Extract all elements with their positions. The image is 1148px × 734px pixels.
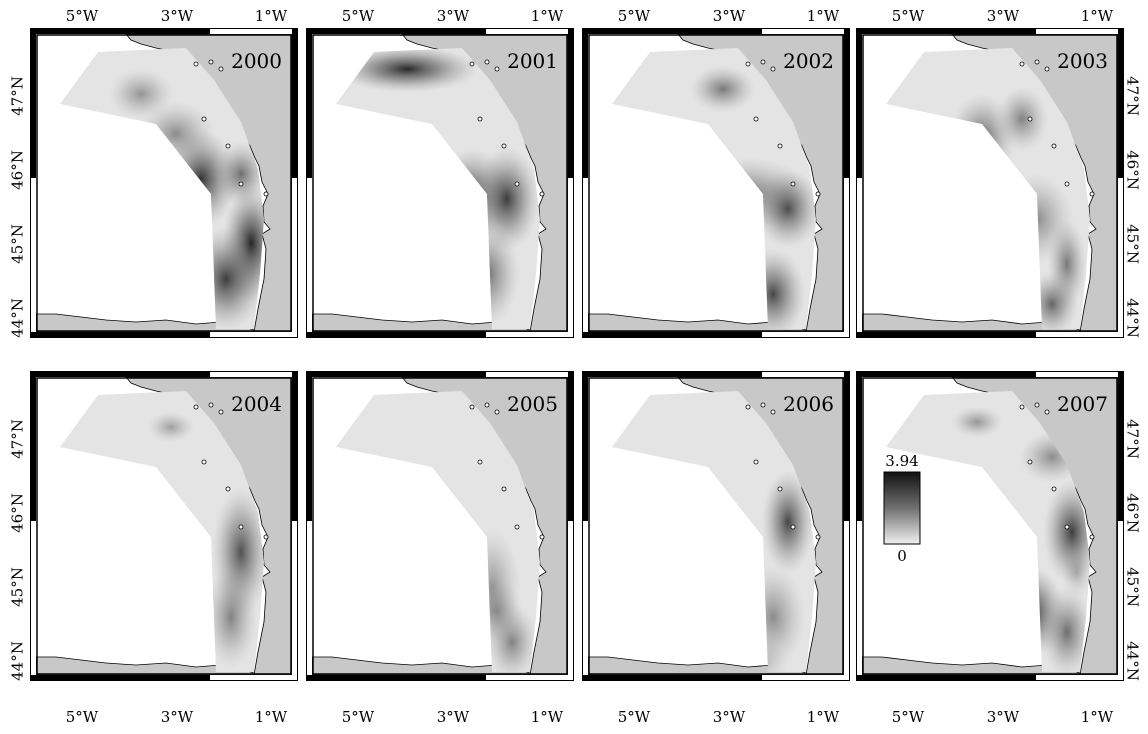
axis-tick-label: 5°W bbox=[65, 708, 99, 726]
latitude-tick-label: 46°N bbox=[1123, 150, 1142, 190]
axis-tick-label: 3°W bbox=[712, 708, 746, 726]
latitude-label-wrapper: 45°N bbox=[8, 567, 27, 607]
density-patch bbox=[690, 65, 756, 113]
axis-tick-label: 3°W bbox=[986, 708, 1020, 726]
latitude-tick-label: 44°N bbox=[8, 641, 27, 681]
axis-tick-label: 3°W bbox=[436, 708, 470, 726]
survey-area bbox=[336, 48, 540, 329]
latitude-tick-label: 45°N bbox=[1123, 567, 1142, 607]
survey-area bbox=[60, 391, 264, 672]
latitude-label-wrapper: 47°N bbox=[1123, 76, 1142, 116]
density-patch bbox=[1061, 546, 1090, 598]
map-panel-2000: 2000 bbox=[36, 34, 292, 332]
survey-area bbox=[60, 48, 264, 329]
latitude-label-wrapper: 44°N bbox=[1123, 641, 1142, 681]
density-patch bbox=[205, 565, 257, 669]
latitude-label-wrapper: 46°N bbox=[1123, 493, 1142, 533]
survey-area bbox=[612, 48, 816, 329]
axis-tick-label: 5°W bbox=[891, 7, 925, 25]
axis-tick-label: 1°W bbox=[806, 7, 840, 25]
density-patch bbox=[147, 411, 195, 443]
density-patch bbox=[996, 86, 1048, 152]
map-panel-2002: 2002 bbox=[588, 34, 844, 332]
latitude-label-wrapper: 44°N bbox=[1123, 298, 1142, 338]
color-scale-legend: 3.94 0 bbox=[883, 452, 921, 565]
survey-area bbox=[612, 391, 816, 672]
year-label: 2003 bbox=[1057, 49, 1108, 73]
axis-tick-label: 5°W bbox=[891, 708, 925, 726]
latitude-tick-label: 46°N bbox=[1123, 493, 1142, 533]
axis-tick-label: 1°W bbox=[806, 708, 840, 726]
latitude-label-wrapper: 44°N bbox=[8, 641, 27, 681]
axis-tick-label: 3°W bbox=[986, 7, 1020, 25]
axis-tick-label: 3°W bbox=[160, 7, 194, 25]
legend-min-label: 0 bbox=[897, 547, 907, 565]
latitude-tick-label: 47°N bbox=[1123, 76, 1142, 116]
year-label: 2004 bbox=[231, 392, 282, 416]
axis-tick-label: 3°W bbox=[160, 708, 194, 726]
latitude-tick-label: 47°N bbox=[1123, 419, 1142, 459]
latitude-tick-label: 44°N bbox=[8, 298, 27, 338]
axis-tick-label: 5°W bbox=[341, 708, 375, 726]
latitude-label-wrapper: 46°N bbox=[1123, 150, 1142, 190]
density-patch bbox=[1041, 586, 1090, 672]
axis-tick-label: 1°W bbox=[530, 708, 564, 726]
map-panel-2007: 2007 bbox=[862, 377, 1118, 675]
latitude-tick-label: 45°N bbox=[8, 224, 27, 264]
year-label: 2002 bbox=[783, 49, 834, 73]
latitude-label-wrapper: 47°N bbox=[8, 76, 27, 116]
axis-tick-label: 1°W bbox=[530, 7, 564, 25]
map-panel-2005: 2005 bbox=[312, 377, 568, 675]
latitude-tick-label: 44°N bbox=[1123, 298, 1142, 338]
map-panel-2006: 2006 bbox=[588, 377, 844, 675]
latitude-tick-label: 47°N bbox=[8, 76, 27, 116]
axis-tick-label: 1°W bbox=[254, 708, 288, 726]
latitude-label-wrapper: 47°N bbox=[1123, 419, 1142, 459]
latitude-label-wrapper: 45°N bbox=[8, 224, 27, 264]
density-patch bbox=[762, 470, 814, 574]
latitude-tick-label: 45°N bbox=[1123, 224, 1142, 264]
survey-area bbox=[336, 391, 540, 672]
latitude-tick-label: 46°N bbox=[8, 150, 27, 190]
axis-tick-label: 5°W bbox=[65, 7, 99, 25]
year-label: 2000 bbox=[231, 49, 282, 73]
year-label: 2007 bbox=[1057, 392, 1108, 416]
axis-tick-label: 5°W bbox=[341, 7, 375, 25]
legend-max-label: 3.94 bbox=[885, 452, 918, 470]
latitude-label-wrapper: 46°N bbox=[8, 493, 27, 533]
latitude-label-wrapper: 44°N bbox=[8, 298, 27, 338]
map-panel-2004: 2004 bbox=[36, 377, 292, 675]
axis-tick-label: 1°W bbox=[1080, 7, 1114, 25]
map-panel-2001: 2001 bbox=[312, 34, 568, 332]
year-label: 2001 bbox=[507, 49, 558, 73]
map-panel-2003: 2003 bbox=[862, 34, 1118, 332]
axis-tick-label: 3°W bbox=[436, 7, 470, 25]
axis-tick-label: 5°W bbox=[617, 708, 651, 726]
density-patch bbox=[336, 48, 479, 93]
density-patch bbox=[755, 170, 816, 248]
latitude-label-wrapper: 45°N bbox=[1123, 224, 1142, 264]
axis-tick-label: 5°W bbox=[617, 7, 651, 25]
axis-tick-label: 1°W bbox=[1080, 708, 1114, 726]
latitude-tick-label: 44°N bbox=[1123, 641, 1142, 681]
axis-tick-label: 1°W bbox=[254, 7, 288, 25]
legend-gradient-bar bbox=[883, 471, 921, 545]
latitude-label-wrapper: 45°N bbox=[1123, 567, 1142, 607]
density-patch bbox=[951, 406, 1003, 438]
latitude-tick-label: 45°N bbox=[8, 567, 27, 607]
latitude-label-wrapper: 47°N bbox=[8, 419, 27, 459]
latitude-tick-label: 46°N bbox=[8, 493, 27, 533]
latitude-label-wrapper: 46°N bbox=[8, 150, 27, 190]
year-label: 2006 bbox=[783, 392, 834, 416]
axis-tick-label: 3°W bbox=[712, 7, 746, 25]
latitude-tick-label: 47°N bbox=[8, 419, 27, 459]
year-label: 2005 bbox=[507, 392, 558, 416]
